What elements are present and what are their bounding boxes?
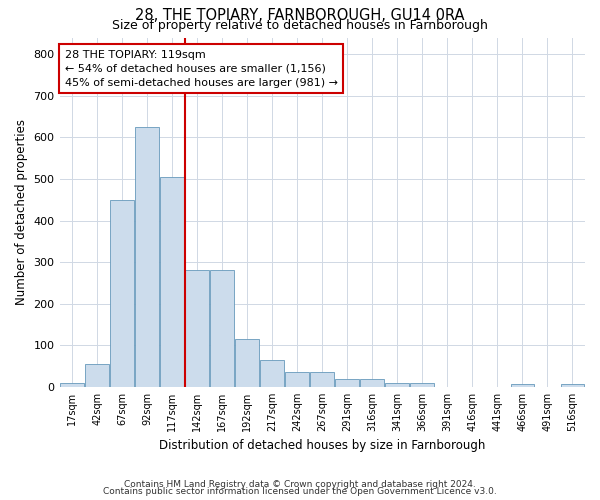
Y-axis label: Number of detached properties: Number of detached properties [15,119,28,305]
Bar [60,383,84,387]
Bar [160,177,184,387]
Bar [110,200,134,387]
Bar [210,270,234,387]
Bar [235,339,259,387]
Bar [335,378,359,387]
Bar [385,383,409,387]
Bar [310,372,334,387]
Text: Size of property relative to detached houses in Farnborough: Size of property relative to detached ho… [112,18,488,32]
Bar [560,384,584,387]
Bar [185,270,209,387]
Bar [85,364,109,387]
Bar [511,384,535,387]
X-axis label: Distribution of detached houses by size in Farnborough: Distribution of detached houses by size … [159,440,485,452]
Bar [410,383,434,387]
Text: Contains public sector information licensed under the Open Government Licence v3: Contains public sector information licen… [103,488,497,496]
Bar [286,372,309,387]
Bar [260,360,284,387]
Bar [361,378,384,387]
Text: Contains HM Land Registry data © Crown copyright and database right 2024.: Contains HM Land Registry data © Crown c… [124,480,476,489]
Bar [135,127,159,387]
Text: 28, THE TOPIARY, FARNBOROUGH, GU14 0RA: 28, THE TOPIARY, FARNBOROUGH, GU14 0RA [135,8,465,22]
Text: 28 THE TOPIARY: 119sqm
← 54% of detached houses are smaller (1,156)
45% of semi-: 28 THE TOPIARY: 119sqm ← 54% of detached… [65,50,338,88]
